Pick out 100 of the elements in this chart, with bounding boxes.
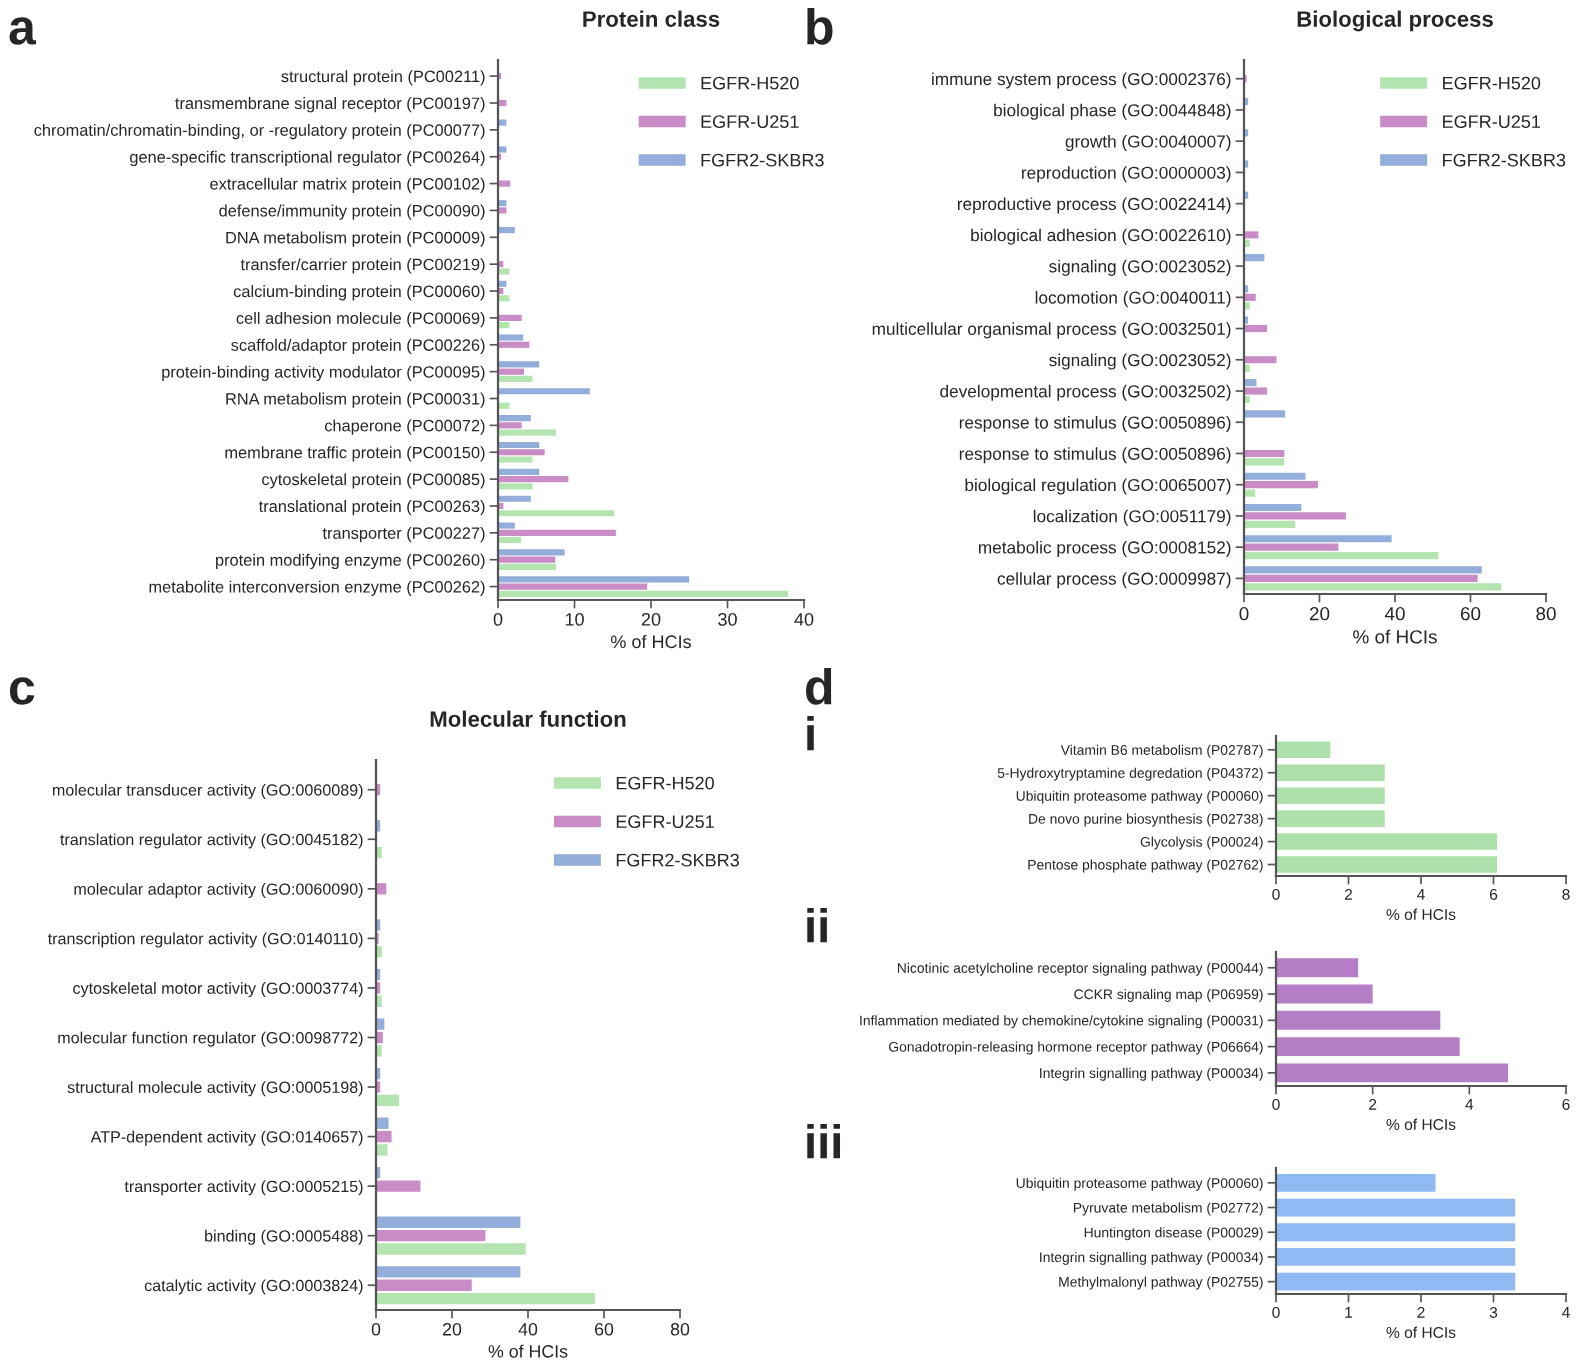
bar: [1276, 1063, 1508, 1083]
bar: [1276, 787, 1385, 804]
legend-label: FGFR2-SKBR3: [701, 153, 824, 167]
bar: [498, 146, 507, 153]
y-tick-label: metabolite interconversion enzyme (PC00262): [149, 580, 485, 596]
bar: [498, 361, 540, 368]
bar: [498, 576, 690, 583]
bar: [1244, 520, 1296, 528]
y-tick-label: molecular transducer activity (GO:0060089): [52, 783, 363, 799]
bar: [498, 590, 788, 597]
bar: [1276, 810, 1385, 827]
legend-label: FGFR2-SKBR3: [1443, 153, 1566, 167]
legend-label: EGFR-U251: [1443, 115, 1541, 129]
y-tick-label: metabolic process (GO:0008152): [978, 540, 1231, 557]
bar: [498, 449, 545, 456]
y-tick-label: structural protein (PC00211): [281, 70, 485, 86]
bar: [1244, 552, 1439, 560]
bar: [376, 1229, 486, 1242]
bar: [498, 341, 530, 348]
bar: [1276, 833, 1498, 850]
bar: [498, 583, 648, 590]
bar: [1244, 387, 1268, 395]
y-tick-label: DNA metabolism protein (PC00009): [226, 231, 485, 247]
x-tick-label: 0: [1239, 607, 1249, 621]
y-tick-label: reproduction (GO:0000003): [1022, 166, 1231, 183]
bar: [1276, 1037, 1460, 1057]
bar: [498, 180, 511, 187]
y-tick-label: transporter activity (GO:0005215): [124, 1180, 363, 1196]
bar: [1244, 356, 1277, 364]
y-tick-label: defense/immunity protein (PC00090): [219, 204, 485, 220]
y-tick-label: immune system process (GO:0002376): [932, 72, 1231, 89]
bar: [376, 883, 387, 895]
text: ii: [807, 908, 827, 943]
y-tick-label: structural molecule activity (GO:0005198): [67, 1081, 363, 1097]
bar: [376, 1292, 595, 1305]
x-tick-label: 20: [1309, 607, 1330, 621]
bar: [1244, 324, 1268, 333]
bar: [376, 1266, 521, 1278]
bar: [498, 537, 521, 544]
bar: [1244, 472, 1306, 480]
bar: [1244, 574, 1478, 582]
y-tick-label: cell adhesion molecule (PC00069): [236, 311, 485, 328]
x-tick-label: 10: [565, 612, 584, 626]
y-tick-label: growth (GO:0040007): [1065, 134, 1231, 152]
x-tick-label: 80: [1536, 607, 1556, 621]
y-tick-label: biological adhesion (GO:0022610): [971, 228, 1231, 245]
y-tick-label: chromatin/chromatin-binding, or -regulatory protein (PC00077): [34, 123, 485, 140]
bar: [376, 1243, 526, 1255]
x-tick-label: 60: [1460, 607, 1481, 621]
y-tick-label: catalytic activity (GO:0003824): [144, 1279, 363, 1295]
text: i: [807, 716, 814, 751]
bar: [498, 314, 522, 321]
bar: [498, 375, 533, 382]
bar: [498, 422, 522, 429]
x-tick-label: 60: [595, 1322, 614, 1336]
x-tick-label: 40: [1384, 607, 1405, 621]
bar: [376, 1279, 472, 1291]
y-tick-label: response to stimulus (GO:0050896): [959, 416, 1231, 433]
bar: [498, 495, 531, 502]
text: b: [807, 8, 833, 45]
bar: [1244, 449, 1285, 458]
bar: [1244, 503, 1302, 512]
y-tick-label: cytoskeletal motor activity (GO:0003774): [73, 982, 363, 998]
bar: [1244, 458, 1285, 466]
bar: [1276, 984, 1373, 1004]
legend-label: EGFR-H520: [616, 776, 714, 790]
legend-label: EGFR-U251: [701, 115, 799, 129]
y-tick-label: extracellular matrix protein (PC00102): [210, 177, 485, 193]
y-tick-label: translation regulator activity (GO:0045182): [60, 833, 363, 849]
x-axis-title: % of HCIs: [611, 634, 691, 649]
y-tick-label: biological regulation (GO:0065007): [965, 478, 1231, 495]
bar: [376, 1117, 389, 1129]
bar: [498, 368, 525, 375]
bar: [376, 1216, 521, 1228]
bar: [1276, 764, 1385, 781]
x-tick-label: 0: [371, 1322, 381, 1336]
y-tick-label: molecular adaptor activity (GO:0060090): [74, 882, 363, 899]
bar: [1276, 741, 1331, 759]
legend-label: FGFR2-SKBR3: [616, 853, 739, 867]
y-tick-label: protein modifying enzyme (PC00260): [216, 553, 485, 570]
x-tick-label: 30: [718, 612, 737, 626]
bar: [376, 1144, 388, 1156]
x-tick-label: 0: [493, 612, 503, 626]
bar: [1244, 566, 1482, 574]
bar: [498, 268, 510, 275]
legend-label: EGFR-H520: [1443, 76, 1541, 90]
y-tick-label: membrane traffic protein (PC00150): [225, 446, 485, 462]
y-tick-label: cytoskeletal protein (PC00085): [262, 473, 485, 489]
y-tick-label: transporter (PC00227): [322, 526, 485, 543]
y-tick-label: RNA metabolism protein (PC00031): [226, 392, 485, 408]
x-tick-label: 20: [443, 1322, 462, 1336]
bar: [376, 1094, 400, 1107]
bar: [498, 388, 590, 395]
y-tick-label: chaperone (PC00072): [324, 419, 485, 435]
text: iii: [807, 1124, 841, 1159]
y-tick-label: localization (GO:0051179): [1033, 509, 1231, 526]
bar: [1244, 512, 1346, 520]
bar: [376, 1045, 382, 1057]
bar: [1244, 543, 1339, 551]
chart-title: Protein class: [583, 10, 720, 27]
